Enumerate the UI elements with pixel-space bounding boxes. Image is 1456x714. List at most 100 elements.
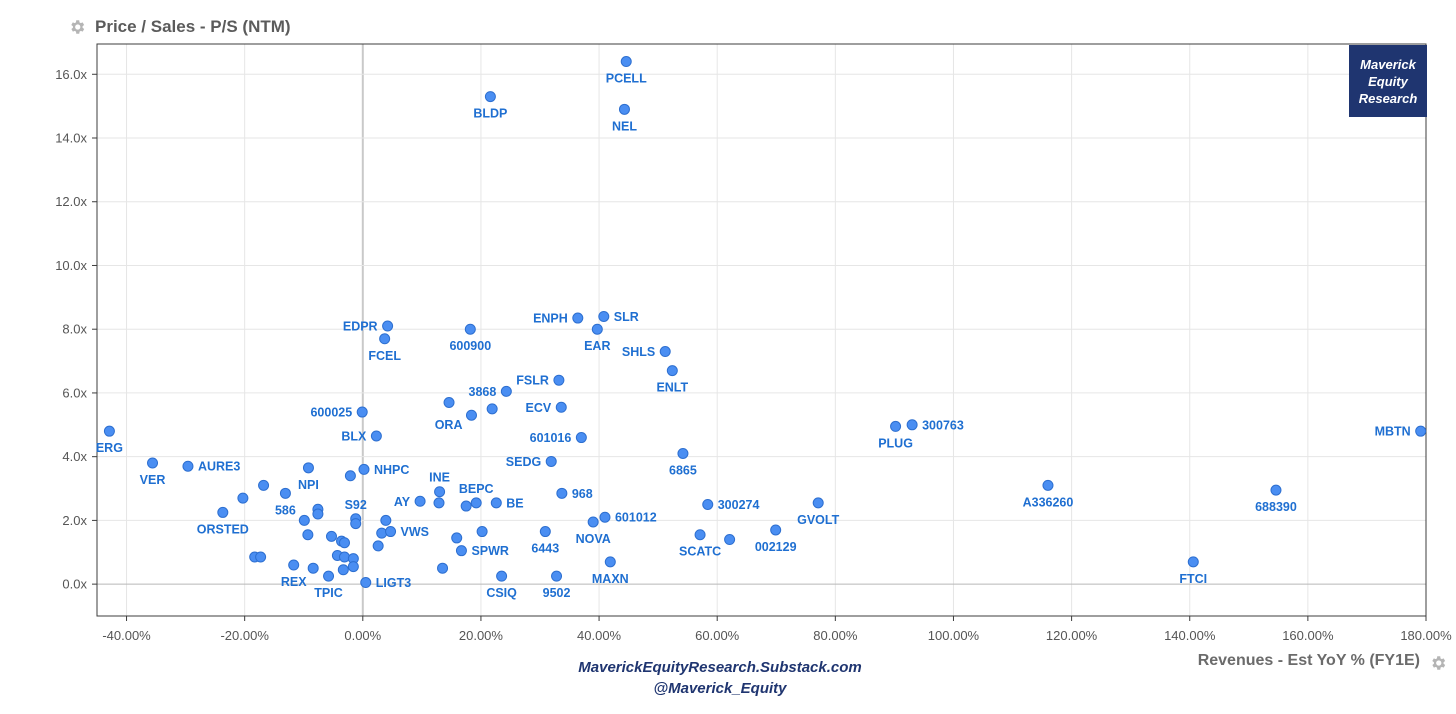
data-point	[360, 577, 372, 589]
data-point	[555, 401, 567, 413]
footer-handle[interactable]: @Maverick_Equity	[653, 680, 787, 697]
point-label: FCEL	[368, 349, 401, 363]
data-point	[279, 487, 291, 499]
data-point	[347, 561, 359, 573]
point-label: ORSTED	[197, 522, 249, 536]
point-label: BEPC	[459, 482, 494, 496]
data-point	[464, 323, 476, 335]
data-point	[302, 462, 314, 474]
brand-line-1: Maverick	[1360, 56, 1416, 72]
point-label: 601012	[615, 511, 657, 525]
y-tick-label: 12.0x	[55, 194, 87, 209]
point-label: S92	[345, 498, 367, 512]
x-tick-label: 0.00%	[344, 628, 381, 643]
data-point	[451, 532, 463, 544]
brand-logo: Maverick Equity Research	[1349, 45, 1427, 117]
data-point	[694, 529, 706, 541]
data-point	[470, 497, 482, 509]
data-point	[338, 551, 350, 563]
chart-axes: 0.0x 2.0x 4.0x 6.0x 8.0x 10.0x 12.0x 14.0x 16.0x…	[55, 43, 1452, 643]
data-point	[545, 455, 557, 467]
data-point	[338, 537, 350, 549]
point-label: 3868	[469, 385, 497, 399]
point-label: EDPR	[343, 320, 378, 334]
y-tick-label: 16.0x	[55, 67, 87, 82]
x-tick-label: 180.00%	[1400, 628, 1452, 643]
data-point	[312, 508, 324, 520]
data-point	[659, 346, 671, 358]
y-tick-label: 4.0x	[62, 449, 87, 464]
point-label: BE	[506, 496, 523, 510]
point-label: FSLR	[516, 374, 549, 388]
y-tick-label: 2.0x	[62, 513, 87, 528]
data-point	[906, 419, 918, 431]
data-point	[465, 409, 477, 421]
point-label: MAXN	[592, 572, 629, 586]
data-point	[500, 385, 512, 397]
data-point	[323, 570, 335, 582]
y-tick-label: 6.0x	[62, 385, 87, 400]
point-label: 6443	[531, 542, 559, 556]
data-point	[770, 524, 782, 536]
data-point	[370, 430, 382, 442]
data-point	[666, 365, 678, 377]
point-label: ECV	[526, 401, 552, 415]
point-label: AY	[394, 495, 411, 509]
data-point	[812, 497, 824, 509]
point-label: 9502	[543, 586, 571, 600]
y-tick-label: 10.0x	[55, 258, 87, 273]
gear-icon[interactable]	[1429, 654, 1447, 672]
data-point	[486, 403, 498, 415]
point-label: SEDG	[506, 455, 541, 469]
data-point	[325, 530, 337, 542]
y-tick-label: 0.0x	[62, 577, 87, 592]
chart-header: Price / Sales - P/S (NTM)	[68, 17, 291, 37]
data-point	[258, 479, 270, 491]
data-point	[618, 103, 630, 115]
point-label: EAR	[584, 339, 610, 353]
point-label: 688390	[1255, 500, 1297, 514]
footer-website[interactable]: MaverickEquityResearch.Substack.com	[578, 659, 862, 676]
point-label: 600025	[310, 406, 352, 420]
point-label: SPWR	[471, 544, 509, 558]
point-label: 300274	[718, 498, 760, 512]
gear-icon[interactable]	[68, 18, 86, 36]
point-label: 300763	[922, 418, 964, 432]
point-label: ENLT	[656, 381, 688, 395]
data-point	[1270, 484, 1282, 496]
point-label: AURE3	[198, 460, 240, 474]
data-point	[484, 91, 496, 103]
plot-frame	[96, 43, 1427, 617]
data-point	[380, 514, 392, 526]
data-point	[182, 460, 194, 472]
y-tick-label: 14.0x	[55, 131, 87, 146]
point-label: SCATC	[679, 545, 721, 559]
data-point	[539, 526, 551, 538]
point-label: CSIQ	[486, 586, 517, 600]
point-label: LIGT3	[376, 576, 411, 590]
data-point	[437, 562, 449, 574]
chart-grid	[97, 44, 1427, 616]
x-tick-label: 40.00%	[577, 628, 622, 643]
data-point	[344, 470, 356, 482]
x-tick-label: -20.00%	[220, 628, 269, 643]
point-label: NOVA	[576, 532, 611, 546]
data-point	[1415, 425, 1427, 437]
data-point	[575, 432, 587, 444]
data-point	[255, 551, 267, 563]
point-label: ENPH	[533, 312, 568, 326]
x-tick-label: 120.00%	[1046, 628, 1098, 643]
data-point	[598, 310, 610, 322]
data-point	[288, 559, 300, 571]
data-point	[490, 497, 502, 509]
x-tick-label: 80.00%	[813, 628, 858, 643]
point-label: 586	[275, 503, 296, 517]
data-point	[1187, 556, 1199, 568]
data-point	[496, 570, 508, 582]
point-label: FTCI	[1179, 572, 1207, 586]
data-point	[147, 457, 159, 469]
data-point	[460, 500, 472, 512]
x-tick-label: 160.00%	[1282, 628, 1334, 643]
point-label: 601016	[530, 431, 572, 445]
data-point	[587, 516, 599, 528]
